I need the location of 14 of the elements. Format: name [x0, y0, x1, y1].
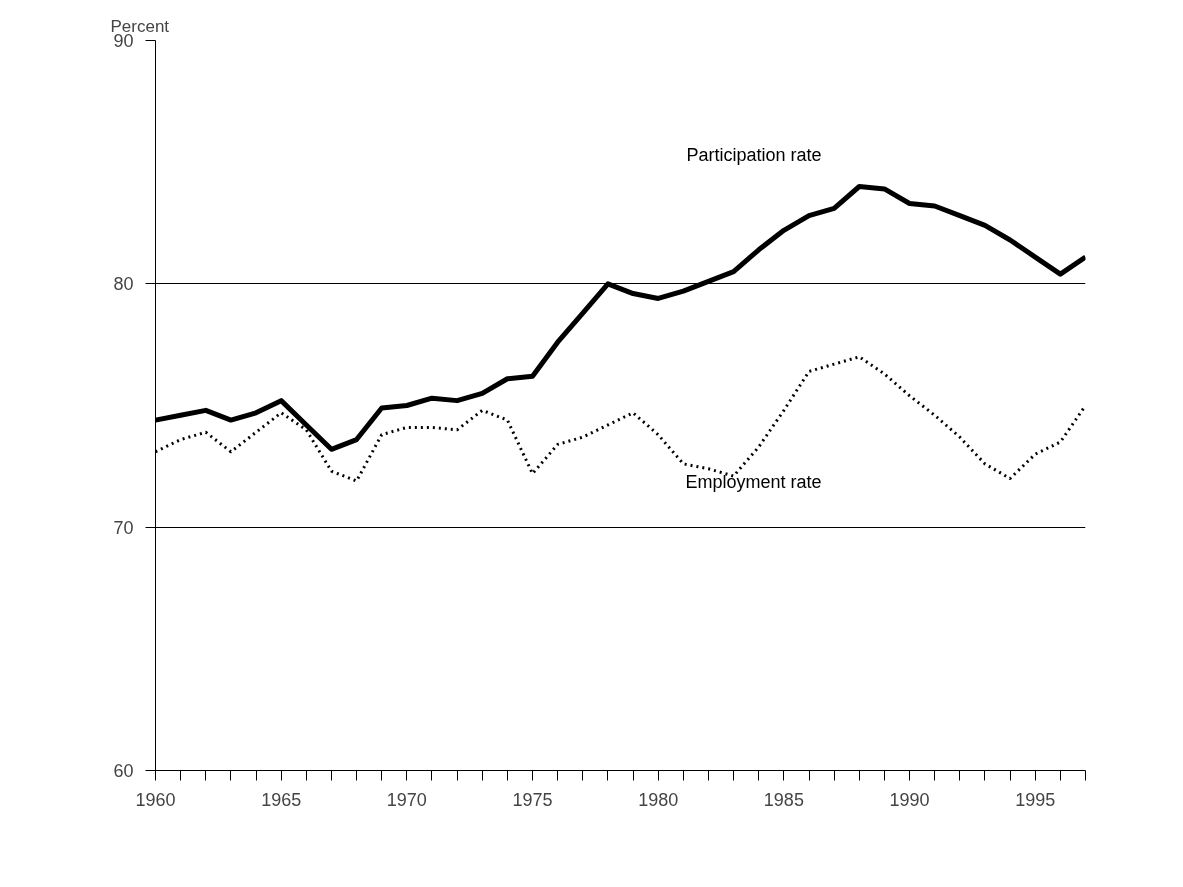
x-tick-label: 1995 — [1015, 789, 1056, 810]
x-tick-label: 1965 — [261, 789, 302, 810]
x-tick-label: 1980 — [638, 789, 679, 810]
x-tick-label: 1975 — [512, 789, 553, 810]
text: Participation rate — [686, 144, 822, 165]
y-tick-label: 80 — [113, 274, 134, 295]
x-tick-label: 1960 — [135, 789, 176, 810]
series-label: Employment rate — [685, 471, 822, 492]
x-tick-label: 1970 — [386, 789, 427, 810]
y-tick-label: 90 — [113, 31, 134, 51]
y-tick-label: 60 — [113, 761, 134, 781]
y-tick-label: 70 — [113, 517, 134, 538]
x-tick-label: 1990 — [889, 789, 930, 810]
x-tick-label: 1985 — [763, 789, 804, 810]
